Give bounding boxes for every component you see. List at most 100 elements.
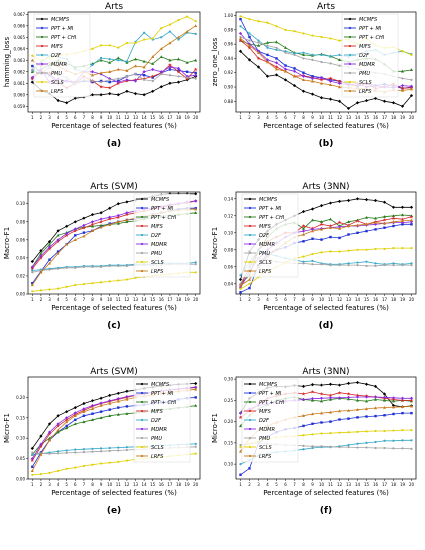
x-tick-label: 15: [364, 115, 370, 120]
data-point: [48, 288, 51, 291]
data-point: [409, 93, 414, 98]
data-point: ★: [47, 432, 52, 438]
legend-label: D2F: [359, 53, 369, 59]
data-point: [329, 432, 332, 435]
data-point: [328, 396, 333, 400]
data-point: [320, 432, 323, 435]
data-point: [108, 44, 111, 47]
data-point: [116, 397, 120, 401]
data-point: [401, 447, 404, 450]
data-point: [257, 20, 260, 23]
data-point: [248, 282, 251, 285]
data-point: [31, 281, 34, 285]
panel-caption: (e): [107, 506, 121, 516]
data-point: [65, 467, 68, 470]
data-point: [239, 283, 242, 287]
legend: MCMFS PPT + MI PPT + CHI MIFS D2F MDMR PMU SCLS…: [133, 193, 191, 278]
y-tick-label: 0.063: [14, 58, 26, 63]
x-tick-label: 9: [311, 115, 314, 120]
legend: MCMFS PPT + MI PPT + CHI MIFS D2F MDMR PMU SCLS…: [241, 378, 299, 463]
data-point: [108, 80, 111, 84]
data-point: [99, 217, 103, 221]
data-point: [74, 448, 77, 451]
data-point: [329, 410, 332, 414]
legend-marker: [40, 62, 44, 66]
legend-label: SCLS: [359, 80, 372, 86]
data-point: [374, 414, 377, 418]
legend-label: PPT + CHI: [151, 400, 177, 406]
data-point: [248, 35, 251, 39]
data-point: ★: [337, 79, 342, 85]
data-point: [392, 262, 395, 265]
legend-label: PMU: [151, 436, 162, 442]
data-point: [117, 46, 120, 49]
data-point: [383, 406, 386, 409]
data-point: [410, 87, 413, 91]
data-point: [90, 403, 95, 408]
data-point: [30, 259, 34, 264]
data-point: [301, 209, 306, 214]
y-tick-label: 0.90: [224, 85, 233, 90]
legend-marker: [348, 62, 352, 66]
data-point: [266, 21, 269, 24]
data-point: [117, 406, 120, 409]
legend-marker: [140, 418, 144, 422]
data-point: [373, 395, 378, 399]
x-tick-label: 17: [167, 482, 173, 487]
data-point: [30, 469, 34, 473]
y-tick-label: 0.14: [224, 196, 233, 201]
data-point: [338, 64, 341, 67]
data-point: [73, 238, 77, 242]
data-point: [39, 269, 43, 272]
y-tick-label: 0.02: [16, 273, 25, 278]
y-tick-label: 0.065: [14, 35, 26, 40]
data-point: [31, 64, 34, 68]
data-point: [391, 101, 396, 105]
data-point: [194, 396, 197, 399]
legend-marker: [248, 251, 252, 255]
data-point: [266, 46, 269, 49]
x-tick-label: 2: [248, 482, 251, 487]
data-point: ★: [39, 255, 44, 261]
data-point: [338, 250, 341, 253]
data-point: [82, 234, 86, 238]
data-point: [383, 221, 386, 225]
data-point: [383, 439, 386, 442]
data-point: [275, 57, 278, 60]
y-tick-label: 0.04: [224, 281, 233, 286]
data-point: [90, 93, 95, 97]
legend-label: MIFS: [151, 409, 164, 415]
data-point: [39, 249, 43, 253]
legend-label: D2F: [259, 233, 269, 239]
y-tick-label: 0.08: [224, 247, 233, 252]
legend-label: PMU: [51, 71, 62, 77]
data-point: [168, 58, 172, 62]
y-tick-label: 0.10: [224, 462, 233, 467]
data-point: [302, 51, 305, 54]
data-point: [239, 274, 242, 277]
data-point: [239, 17, 242, 21]
legend-marker: [248, 400, 252, 404]
data-point: [329, 217, 332, 221]
data-point: [257, 39, 260, 42]
data-point: [310, 92, 315, 96]
data-point: [117, 77, 120, 80]
data-point: [57, 450, 60, 453]
data-point: [311, 252, 314, 256]
chart-title: Arts (3NN): [302, 367, 349, 377]
data-point: [337, 225, 342, 229]
data-point: [125, 60, 128, 63]
data-point: [302, 434, 305, 437]
data-point: [347, 417, 350, 420]
data-point: [311, 34, 314, 37]
data-point: [311, 53, 314, 56]
data-point: [125, 69, 129, 72]
data-point: [410, 218, 413, 222]
data-point: ★: [30, 266, 35, 272]
data-point: ★: [301, 392, 306, 398]
data-point: [391, 403, 396, 408]
data-point: [383, 226, 386, 229]
x-tick-label: 20: [409, 482, 415, 487]
data-point: [293, 53, 296, 56]
data-point: [99, 71, 103, 75]
